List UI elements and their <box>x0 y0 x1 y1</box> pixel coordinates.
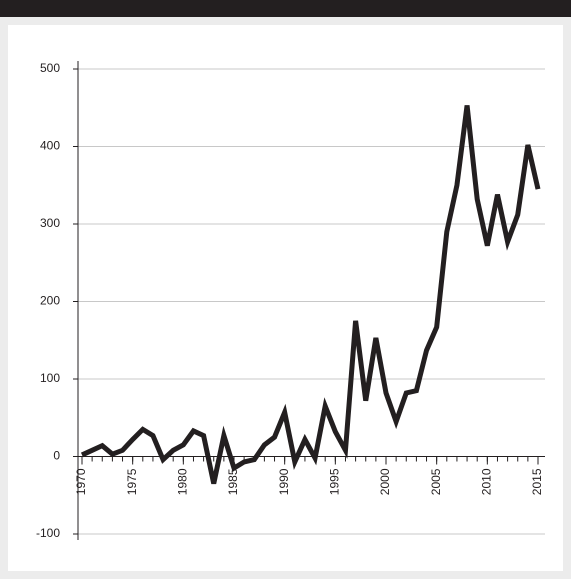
y-tick-label: 200 <box>40 294 60 308</box>
y-tick-label: 500 <box>40 61 60 75</box>
x-tick-label: 2015 <box>530 468 544 495</box>
y-tick-label: 400 <box>40 139 60 153</box>
header-bar <box>0 0 571 17</box>
x-tick-label: 2010 <box>480 468 494 495</box>
y-tick-label: 0 <box>53 449 60 463</box>
x-tick-label: 1970 <box>74 468 88 495</box>
x-tick-label: 2005 <box>429 468 443 495</box>
y-tick-label: 300 <box>40 216 60 230</box>
x-tick-label: 1980 <box>176 468 190 495</box>
y-tick-label: -100 <box>36 526 60 540</box>
x-tick-label: 1975 <box>125 468 139 495</box>
x-tick-label: 1985 <box>226 468 240 495</box>
x-tick-label: 1995 <box>328 468 342 495</box>
x-tick-label: 2000 <box>378 468 392 495</box>
data-line <box>80 105 541 485</box>
y-tick-label: 100 <box>40 371 60 385</box>
x-tick-label: 1990 <box>277 468 291 495</box>
